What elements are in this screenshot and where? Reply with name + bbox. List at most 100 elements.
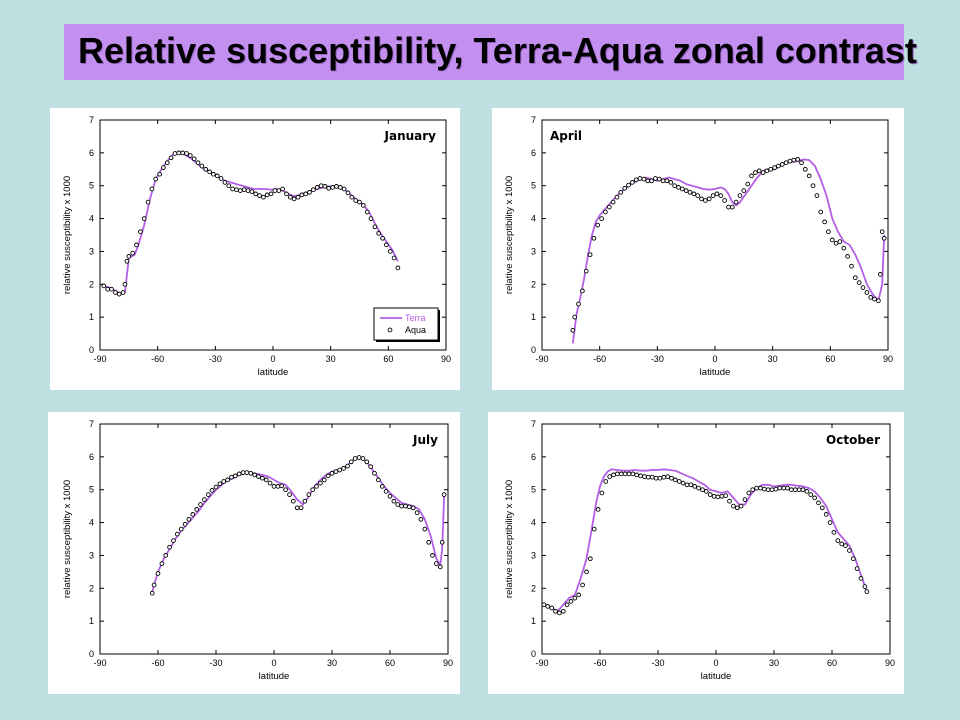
aqua-data-point: [334, 184, 339, 189]
aqua-data-point: [792, 487, 798, 493]
aqua-data-point: [638, 473, 643, 479]
aqua-data-point: [252, 472, 258, 478]
aqua-data-point: [733, 199, 739, 205]
aqua-data-point: [718, 193, 724, 198]
aqua-data-point: [812, 495, 817, 501]
aqua-data-point: [287, 492, 292, 497]
aqua-data-point: [758, 485, 763, 491]
aqua-data-point: [109, 286, 114, 292]
aqua-data-point: [368, 216, 374, 221]
aqua-data-point: [695, 193, 701, 198]
y-tick-label: 2: [531, 583, 536, 593]
aqua-data-point: [257, 193, 262, 198]
y-tick-label: 0: [89, 649, 94, 659]
y-axis-label: relative susceptibility x 1000: [62, 176, 73, 294]
aqua-data-point: [611, 472, 616, 478]
x-tick-label: -30: [651, 354, 664, 364]
y-tick-label: 2: [531, 279, 536, 289]
aqua-data-point: [195, 160, 201, 166]
y-tick-label: 4: [89, 518, 94, 528]
aqua-data-point: [826, 229, 831, 235]
aqua-data-point: [745, 181, 751, 187]
aqua-data-point: [731, 503, 736, 509]
plot-area: [101, 150, 401, 297]
aqua-data-point: [656, 176, 662, 182]
aqua-data-point: [149, 186, 155, 192]
aqua-data-point: [800, 487, 806, 493]
aqua-data-point: [692, 484, 698, 489]
aqua-data-point: [587, 556, 593, 562]
aqua-data-point: [726, 204, 731, 210]
aqua-data-point: [595, 507, 601, 512]
chart-panel-july: -90 -60 -30 0 30 60 90 0 1 2 3 4 5 6 7 latitude relative…: [48, 412, 460, 694]
aqua-data-point: [822, 219, 827, 225]
aqua-data-point: [723, 493, 729, 498]
aqua-data-point: [696, 485, 701, 491]
aqua-data-point: [226, 183, 232, 189]
aqua-data-point: [184, 151, 189, 156]
aqua-data-point: [299, 192, 305, 198]
y-tick-label: 1: [531, 616, 536, 626]
aqua-data-point: [829, 237, 835, 243]
aqua-data-point: [872, 296, 877, 302]
aqua-data-point: [391, 498, 397, 504]
aqua-data-point: [329, 470, 335, 476]
aqua-data-point: [310, 487, 316, 493]
aqua-data-point: [877, 272, 883, 277]
aqua-data-point: [707, 492, 713, 497]
aqua-data-point: [783, 160, 789, 166]
aqua-data-point: [287, 194, 293, 200]
aqua-data-point: [542, 602, 547, 608]
x-tick-label: -60: [593, 658, 606, 668]
aqua-data-point: [284, 191, 289, 197]
aqua-data-point: [777, 485, 783, 491]
aqua-data-point: [568, 599, 574, 604]
aqua-data-point: [379, 484, 385, 489]
aqua-data-point: [852, 275, 858, 281]
aqua-data-point: [302, 498, 308, 504]
aqua-data-point: [750, 487, 756, 493]
aqua-data-point: [209, 488, 215, 493]
x-axis-label: latitude: [700, 367, 731, 378]
aqua-data-point: [130, 250, 136, 256]
aqua-data-point: [637, 176, 643, 181]
aqua-data-point: [761, 486, 767, 492]
y-tick-label: 4: [531, 214, 536, 224]
aqua-data-point: [779, 162, 785, 167]
aqua-data-point: [357, 199, 362, 205]
aqua-data-point: [426, 539, 432, 545]
aqua-data-point: [116, 291, 122, 297]
aqua-data-point: [591, 235, 597, 241]
aqua-data-point: [545, 604, 551, 609]
chart-panel-october: -90 -60 -30 0 30 60 90 0 1 2 3 4 5 6 7 latitude relative…: [488, 412, 904, 694]
legend-aqua-swatch: [387, 327, 393, 333]
aqua-data-point: [153, 176, 159, 182]
aqua-data-point: [256, 474, 261, 479]
page-title: Relative susceptibility, Terra-Aqua zona…: [78, 30, 917, 71]
aqua-data-point: [120, 290, 126, 295]
aqua-data-point: [403, 503, 408, 509]
aqua-data-point: [211, 171, 216, 177]
aqua-data-point: [603, 209, 608, 215]
aqua-data-point: [845, 254, 850, 259]
x-tick-label: -60: [151, 354, 164, 364]
aqua-data-point: [808, 492, 814, 497]
aqua-data-point: [261, 194, 266, 200]
aqua-data-point: [847, 548, 852, 553]
aqua-data-point: [222, 180, 228, 185]
x-tick-label: 60: [383, 354, 393, 364]
aqua-data-point: [186, 516, 192, 522]
aqua-data-point: [245, 188, 251, 193]
y-tick-label: 1: [89, 312, 94, 322]
chart-panel-january: -90 -60 -30 0 30 60 90 0 1 2 3 4 5 6 7 latitude relative…: [50, 108, 460, 390]
aqua-data-point: [618, 471, 624, 477]
aqua-data-point: [738, 503, 744, 509]
x-tick-label: 0: [271, 658, 276, 668]
x-axis-label: latitude: [259, 671, 290, 682]
legend-terra-label: Terra: [405, 313, 426, 323]
aqua-data-point: [198, 502, 203, 507]
aqua-data-point: [691, 191, 697, 197]
aqua-data-point: [124, 258, 130, 264]
aqua-data-point: [810, 183, 816, 189]
aqua-data-point: [687, 189, 693, 195]
